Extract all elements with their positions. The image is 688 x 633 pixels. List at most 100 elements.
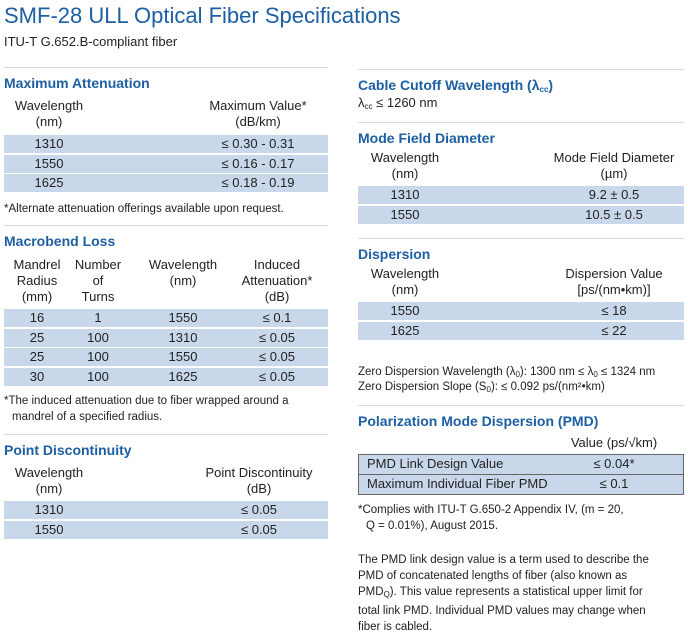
zero-dispersion-slope-part: Zero Dispersion Slope (S <box>358 381 487 393</box>
table-cell: 1550 <box>34 521 64 537</box>
table-row <box>4 174 328 192</box>
table-row <box>358 302 684 320</box>
table-cell: ≤ 18 <box>601 303 627 318</box>
table-cell: 1625 <box>390 322 420 338</box>
cutoff-value-part: λ <box>358 95 365 110</box>
table-row <box>358 321 684 340</box>
table-cell: ≤ 0.30 - 0.31 <box>221 136 295 151</box>
table-row <box>4 154 328 173</box>
column-header: Dispersion Value [ps/(nm•km)] <box>565 266 663 297</box>
table-cell: 16 <box>29 310 45 325</box>
table-row <box>358 474 684 495</box>
table-cell: ≤ 0.05 <box>258 368 296 384</box>
table-cell: ≤ 0.05 <box>240 521 278 537</box>
cutoff-value: λcc ≤ 1260 nm <box>358 95 437 115</box>
table-cell: ≤ 0.16 - 0.17 <box>221 155 295 171</box>
table-cell: ≤ 0.18 - 0.19 <box>221 175 295 190</box>
table-cell: 1310 <box>34 136 64 151</box>
column-header: Mode Field Diameter (µm) <box>553 150 675 181</box>
zero-dispersion-wavelength-part: ): 1300 nm ≤ λ <box>519 366 594 378</box>
table-cell: ≤ 0.05 <box>240 502 278 517</box>
table-cell: 1550 <box>34 155 64 171</box>
pmd-paragraph-part: Q <box>383 590 390 599</box>
section-heading: Mode Field Diameter <box>358 130 495 146</box>
table-cell: 10.5 ± 0.5 <box>585 206 643 222</box>
table-cell: PMD Link Design Value <box>367 456 504 471</box>
page-title: SMF-28 ULL Optical Fiber Specifications <box>4 3 401 28</box>
table-row <box>4 328 328 347</box>
table-cell: 1 <box>94 310 102 325</box>
section-heading: Macrobend Loss <box>4 233 116 249</box>
table-row <box>4 367 328 386</box>
table-cell: ≤ 0.1 <box>599 476 629 491</box>
table-cell: 1550 <box>390 303 420 318</box>
zero-dispersion-wavelength-part: 0 <box>515 370 520 379</box>
section-heading-part: cc <box>539 85 549 94</box>
table-cell: 1550 <box>168 310 198 325</box>
table-row <box>4 135 328 153</box>
column-header: Value (ps/√km) <box>570 435 658 450</box>
cutoff-value-part: ≤ 1260 nm <box>372 95 438 110</box>
pmd-paragraph-part: The PMD link design value is a term used… <box>358 554 649 598</box>
column-header: Wavelength (nm) <box>370 266 440 297</box>
column-header: Wavelength (nm) <box>148 257 218 288</box>
cutoff-value-part: cc <box>364 102 373 111</box>
table-row <box>4 520 328 539</box>
table-cell: 1550 <box>390 206 420 222</box>
page-subtitle: ITU-T G.652.B-compliant fiber <box>4 34 178 49</box>
table-cell: 9.2 ± 0.5 <box>588 187 640 202</box>
table-row <box>358 186 684 204</box>
table-cell: Maximum Individual Fiber PMD <box>367 476 548 491</box>
column-header: Maximum Value* (dB/km) <box>209 98 307 129</box>
table-row <box>4 348 328 366</box>
section-rule <box>4 67 328 68</box>
zero-dispersion-wavelength-part: Zero Dispersion Wavelength (λ <box>358 366 516 378</box>
section-heading: Cable Cutoff Wavelength (λcc) <box>358 77 553 94</box>
table-cell: ≤ 0.04* <box>593 456 635 471</box>
section-heading: Point Discontinuity <box>4 442 132 458</box>
footnote: *Alternate attenuation offerings availab… <box>4 203 284 215</box>
section-heading-part: ) <box>548 77 554 93</box>
zero-dispersion-slope: Zero Dispersion Slope (S0): ≤ 0.092 ps/(… <box>358 379 605 398</box>
section-rule <box>358 405 684 406</box>
zero-dispersion-wavelength-part: 0 <box>593 370 598 379</box>
table-cell: 25 <box>29 349 45 364</box>
table-cell: 1310 <box>390 187 420 202</box>
section-heading: Polarization Mode Dispersion (PMD) <box>358 413 599 429</box>
table-cell: 25 <box>29 329 45 345</box>
section-rule <box>358 122 684 123</box>
table-cell: 100 <box>87 329 109 345</box>
table-cell: 30 <box>29 368 45 384</box>
table-cell: 100 <box>87 368 109 384</box>
footnote: *Complies with ITU-T G.650-2 Appendix IV… <box>358 504 624 532</box>
table-row <box>358 205 684 224</box>
table-cell: 100 <box>87 349 109 364</box>
table-cell: ≤ 0.1 <box>262 310 292 325</box>
zero-dispersion-wavelength: Zero Dispersion Wavelength (λ0): 1300 nm… <box>358 364 655 383</box>
section-heading-part: Cable Cutoff Wavelength (λ <box>358 77 540 93</box>
table-row <box>4 501 328 519</box>
section-rule <box>4 225 328 226</box>
section-rule <box>4 434 328 435</box>
section-rule <box>358 69 684 70</box>
zero-dispersion-slope-part: ): ≤ 0.092 ps/(nm²•km) <box>490 381 605 393</box>
column-header: Wavelength (nm) <box>14 98 84 129</box>
footnote: *The induced attenuation due to fiber wr… <box>4 395 289 423</box>
pmd-paragraph-part: ). This value represents a statistical u… <box>358 586 646 633</box>
section-heading: Maximum Attenuation <box>4 75 150 91</box>
zero-dispersion-wavelength-part: ≤ 1324 nm <box>597 366 656 378</box>
table-cell: 1625 <box>34 175 64 190</box>
section-heading: Dispersion <box>358 246 431 262</box>
table-cell: ≤ 0.05 <box>258 349 296 364</box>
table-cell: 1310 <box>34 502 64 517</box>
table-cell: 1310 <box>168 329 198 345</box>
column-header: Point Discontinuity (dB) <box>205 465 313 496</box>
section-rule <box>358 238 684 239</box>
zero-dispersion-slope-part: 0 <box>486 385 491 394</box>
column-header: Mandrel Radius (mm) <box>13 257 61 304</box>
column-header: Induced Attenuation* (dB) <box>241 257 313 304</box>
table-cell: ≤ 22 <box>601 322 627 338</box>
table-cell: 1625 <box>168 368 198 384</box>
table-cell: ≤ 0.05 <box>258 329 296 345</box>
